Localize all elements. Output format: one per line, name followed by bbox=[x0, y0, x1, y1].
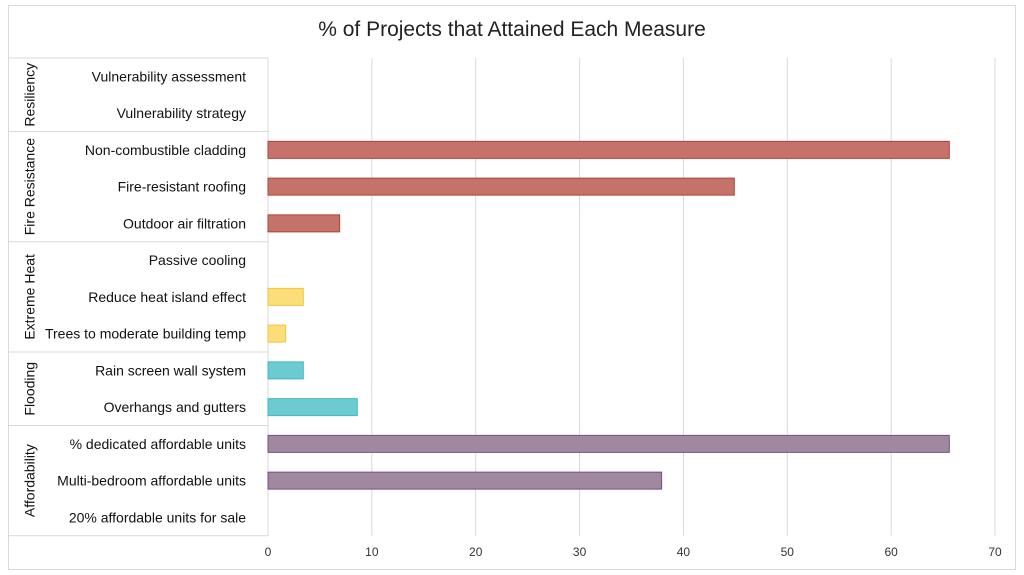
category-label: Reduce heat island effect bbox=[88, 289, 246, 305]
x-tick-label: 40 bbox=[677, 545, 691, 559]
group-label: Flooding bbox=[22, 362, 38, 416]
group-label: Extreme Heat bbox=[22, 254, 38, 340]
category-label: Non-combustible cladding bbox=[85, 142, 246, 158]
bar bbox=[267, 398, 358, 417]
category-label: Rain screen wall system bbox=[95, 362, 246, 378]
chart-title: % of Projects that Attained Each Measure bbox=[318, 18, 706, 41]
bar bbox=[267, 140, 950, 159]
category-label: % dedicated affordable units bbox=[70, 436, 246, 452]
category-labels: Vulnerability assessment Vulnerability st… bbox=[45, 68, 246, 525]
category-label: 20% affordable units for sale bbox=[69, 509, 246, 525]
category-label: Multi-bedroom affordable units bbox=[57, 473, 246, 489]
bar bbox=[267, 177, 735, 196]
category-label: Passive cooling bbox=[149, 252, 246, 268]
group-label: Affordability bbox=[22, 444, 38, 517]
x-tick-label: 70 bbox=[988, 545, 1002, 559]
category-label: Outdoor air filtration bbox=[123, 215, 246, 231]
category-label: Overhangs and gutters bbox=[104, 399, 246, 415]
bars-layer bbox=[267, 140, 950, 490]
group-label: Resiliency bbox=[22, 63, 38, 127]
x-tick-label: 30 bbox=[573, 545, 587, 559]
group-dividers bbox=[9, 57, 269, 537]
bar bbox=[267, 214, 341, 233]
x-tick-label: 0 bbox=[265, 545, 272, 559]
x-tick-label: 60 bbox=[884, 545, 898, 559]
x-tick-label: 10 bbox=[365, 545, 379, 559]
bar bbox=[267, 324, 287, 343]
group-labels: Resiliency Fire Resistance Extreme Heat Flo… bbox=[22, 63, 38, 517]
group-label: Fire Resistance bbox=[22, 138, 38, 235]
bar bbox=[267, 471, 663, 490]
category-label: Vulnerability assessment bbox=[92, 68, 246, 84]
bar bbox=[267, 361, 304, 380]
category-label: Trees to moderate building temp bbox=[45, 326, 246, 342]
x-tick-label: 20 bbox=[469, 545, 483, 559]
bar bbox=[267, 434, 950, 453]
category-label: Vulnerability strategy bbox=[117, 105, 246, 121]
x-axis-ticks: 0 10 20 30 40 50 60 70 bbox=[265, 545, 1002, 559]
chart-frame bbox=[8, 5, 1016, 570]
grid-layer bbox=[267, 58, 996, 536]
x-tick-label: 50 bbox=[781, 545, 795, 559]
category-label: Fire-resistant roofing bbox=[118, 179, 246, 195]
bar bbox=[267, 287, 304, 306]
